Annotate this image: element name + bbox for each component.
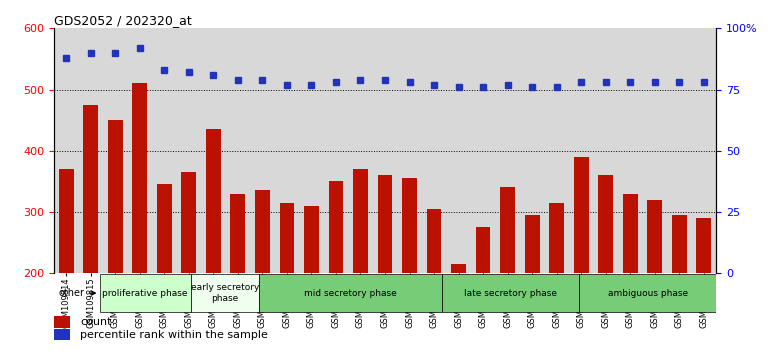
Bar [108, 120, 122, 354]
Bar [579, 274, 716, 312]
Bar [280, 203, 294, 354]
Bar [549, 203, 564, 354]
Bar [697, 218, 711, 354]
Bar [672, 215, 687, 354]
Text: early secretory
phase: early secretory phase [191, 284, 259, 303]
Text: other: other [59, 288, 95, 298]
Bar [132, 84, 147, 354]
Bar [598, 175, 613, 354]
Bar [451, 264, 466, 354]
Text: mid secretory phase: mid secretory phase [304, 289, 397, 298]
Text: ambiguous phase: ambiguous phase [608, 289, 688, 298]
Bar [525, 215, 540, 354]
Bar [59, 169, 73, 354]
Bar [54, 316, 71, 328]
Bar [623, 194, 638, 354]
Text: proliferative phase: proliferative phase [102, 289, 188, 298]
Bar [191, 274, 259, 312]
Text: count: count [80, 317, 112, 327]
Bar [377, 175, 393, 354]
Bar [442, 274, 579, 312]
Bar [182, 172, 196, 354]
Bar [259, 274, 442, 312]
Bar [99, 274, 191, 312]
Bar [648, 200, 662, 354]
Bar [574, 157, 588, 354]
Bar [427, 209, 441, 354]
Bar [353, 169, 368, 354]
Bar [402, 178, 417, 354]
Bar [157, 184, 172, 354]
Bar [255, 190, 270, 354]
Text: late secretory phase: late secretory phase [464, 289, 557, 298]
Text: percentile rank within the sample: percentile rank within the sample [80, 330, 268, 340]
Text: GDS2052 / 202320_at: GDS2052 / 202320_at [54, 14, 192, 27]
Bar [329, 181, 343, 354]
Bar [500, 187, 515, 354]
Bar [304, 206, 319, 354]
Bar [83, 105, 98, 354]
Bar [206, 129, 221, 354]
Bar [476, 227, 490, 354]
Bar [54, 329, 71, 341]
Bar [230, 194, 245, 354]
